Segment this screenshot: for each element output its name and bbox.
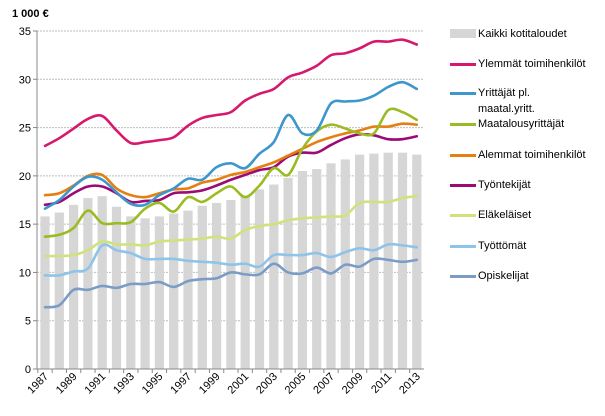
legend-label: Alemmat toimihenkilöt [478,149,586,161]
y-tick-label: 0 [25,364,31,376]
bar-2013 [412,154,422,369]
bar-2009 [355,154,365,369]
bar-1995 [154,216,164,369]
legend-item: Ylemmät toimihenkilöt [450,56,590,72]
y-tick-label: 20 [19,171,31,183]
y-axis-title: 1 000 € [12,8,49,20]
x-tick-label: 2013 [397,371,423,397]
legend-label: Ylemmät toimihenkilöt [478,58,586,70]
bar-1993 [126,216,136,369]
legend-item: Yrittäjät pl. maatal.yritt. [450,85,558,117]
y-tick-label: 35 [19,26,31,38]
x-tick-label: 2007 [311,371,337,397]
legend-swatch [450,154,476,157]
bar-1994 [140,218,150,369]
series-line-eläkeläiset [43,194,419,258]
bar-1996 [169,213,179,369]
bar-1991 [97,196,107,369]
legend-label: Työttömät [478,240,527,252]
bar-1998 [197,205,207,369]
legend-swatch [450,123,476,126]
bar-1990 [83,198,93,369]
legend-label: Eläkeläiset [478,209,532,221]
series-line-työttömät [43,242,419,277]
x-tick-label: 1989 [54,371,80,397]
bar-2007 [326,163,336,369]
y-tick-label: 10 [19,267,31,279]
legend-label: Työntekijät [478,179,531,191]
bar-1997 [183,210,193,369]
legend-swatch [450,275,476,278]
legend-swatch [450,29,476,38]
legend-swatch [450,63,476,66]
bar-2002 [254,189,265,369]
series-line-työntekijät [43,132,419,207]
x-tick-label: 1997 [168,371,194,397]
bar-1988 [54,212,64,369]
legend-label: Maatalousyrittäjät [478,118,565,130]
series-line-yrittäjät-pl-maatal-yritt- [43,80,419,210]
legend-item: Opiskelijat [450,268,590,284]
legend-item: Maatalousyrittäjät [450,116,590,132]
legend-swatch [450,214,476,217]
legend-item: Kaikki kotitaloudet [450,26,590,42]
legend-item: Eläkeläiset [450,207,590,223]
series-line-ylemmät-toimihenkilöt [43,38,419,148]
legend-label: Opiskelijat [478,270,529,282]
x-tick-label: 2009 [340,371,366,397]
bar-2010 [369,153,379,369]
x-tick-label: 1993 [111,371,137,397]
x-tick-label: 1991 [83,371,109,397]
series-line-opiskelijat [43,257,419,309]
x-tick-label: 2005 [283,371,309,397]
x-tick-label: 2001 [226,371,252,397]
y-tick-label: 25 [19,123,31,135]
x-tick-label: 2003 [254,371,280,397]
bar-2003 [269,184,279,369]
x-tick-label: 1995 [140,371,166,397]
y-tick-label: 30 [19,74,31,86]
x-tick-label: 2011 [369,371,394,396]
legend-swatch [450,92,476,95]
y-tick-label: 5 [25,316,31,328]
bar-2006 [312,169,322,369]
legend-label: Kaikki kotitaloudet [478,28,567,40]
bar-1987 [40,216,50,369]
x-tick-label: 1999 [197,371,223,397]
bar-2000 [226,200,236,369]
series-line-maatalousyrittäjät [43,107,419,238]
y-tick-label: 15 [19,219,31,231]
bar-2005 [297,171,307,369]
legend-item: Työttömät [450,238,590,254]
bar-2001 [240,196,250,369]
legend-label: Yrittäjät pl. maatal.yritt. [478,87,535,115]
bar-1999 [212,202,222,369]
legend-item: Työntekijät [450,177,590,193]
legend-swatch [450,184,476,187]
legend-swatch [450,245,476,248]
legend-item: Alemmat toimihenkilöt [450,147,590,163]
bar-1989 [69,204,79,369]
